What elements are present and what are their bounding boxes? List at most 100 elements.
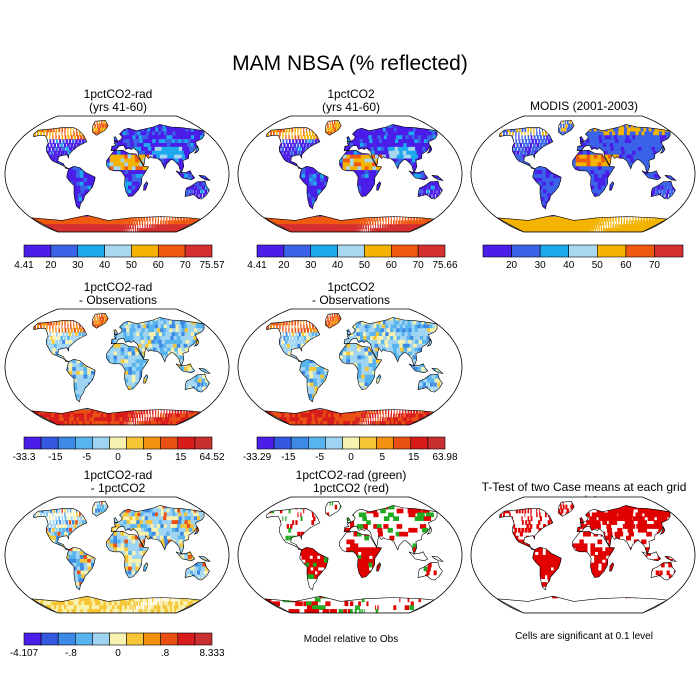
colorbar-tick-label: 30: [305, 260, 317, 271]
coastlines: [263, 120, 444, 232]
world-map: [4, 115, 230, 233]
colorbar-swatch: [482, 244, 512, 258]
colorbar-tick-label: 40: [563, 260, 575, 271]
colorbar-swatch: [364, 244, 392, 258]
colorbar-swatch: [391, 244, 419, 258]
coastlines: [30, 120, 211, 232]
world-map: [4, 308, 230, 426]
colorbar-swatch: [109, 632, 127, 646]
panel-title-line: 1pctCO2: [327, 87, 375, 101]
map-border: [237, 308, 463, 426]
colorbar-swatch: [194, 436, 213, 450]
world-map: [237, 308, 463, 426]
colorbar: [256, 244, 446, 258]
colorbar-tick-label: 0: [348, 452, 354, 463]
map-border: [4, 115, 230, 233]
panel-title: 1pctCO2 (yrs 41-60): [236, 88, 466, 114]
panel-title: 1pctCO2-rad (yrs 41-60): [3, 88, 233, 114]
panel-title-line: - Observations: [311, 293, 391, 307]
colorbar-tick-label: 0: [115, 648, 121, 659]
colorbar-swatch: [184, 244, 213, 258]
map-border: [470, 115, 696, 233]
colorbar-swatch: [256, 244, 285, 258]
colorbar-swatch: [337, 244, 365, 258]
colorbar-swatch: [307, 436, 326, 450]
colorbar-swatch: [40, 632, 59, 646]
panel-title-line: 1pctCO2-rad: [83, 468, 153, 482]
world-map: [470, 496, 696, 614]
colorbar: [23, 436, 213, 450]
colorbar-swatch: [568, 244, 598, 258]
coastlines: [496, 120, 677, 232]
colorbar-swatch: [158, 244, 186, 258]
colorbar-swatch: [597, 244, 627, 258]
colorbar: [256, 436, 446, 450]
colorbar-tick-label: 60: [620, 260, 632, 271]
colorbar-swatch: [74, 436, 93, 450]
colorbar-swatch: [310, 244, 338, 258]
panel-note: Model relative to Obs: [303, 634, 399, 645]
colorbar-tick-label: -4.107: [9, 648, 39, 659]
map-border: [237, 496, 463, 614]
colorbar-tick-label: 70: [648, 260, 660, 271]
colorbar-tick-label: 50: [591, 260, 603, 271]
coastlines: [30, 501, 211, 613]
colorbar-swatch: [539, 244, 569, 258]
colorbar-swatch: [654, 244, 684, 258]
colorbar-tick-label: -33.3: [12, 452, 36, 463]
colorbar-tick-label: 5: [379, 452, 386, 463]
colorbar-swatch: [511, 244, 541, 258]
colorbar-tick-label: 75.57: [199, 260, 225, 271]
panel-title: 1pctCO2-rad - Observations: [3, 281, 233, 307]
colorbar-tick-label: 60: [385, 260, 397, 271]
colorbar-swatch: [393, 436, 412, 450]
panel-title-line: 1pctCO2: [327, 280, 375, 294]
panel-title-line: 1pctCO2-rad: [83, 87, 153, 101]
colorbar-tick-label: 15: [175, 452, 187, 463]
colorbar-swatch: [57, 436, 76, 450]
map-border: [470, 496, 696, 614]
panel-title-line: (yrs 41-60): [88, 100, 147, 114]
coastlines: [263, 313, 444, 425]
colorbar-tick-label: 50: [358, 260, 370, 271]
colorbar-swatch: [273, 436, 292, 450]
panel-title: MODIS (2001-2003): [469, 100, 699, 113]
colorbar-swatch: [342, 436, 360, 450]
colorbar-tick-label: 4.41: [14, 260, 34, 271]
colorbar-swatch: [290, 436, 309, 450]
coastlines: [30, 313, 211, 425]
colorbar-swatch: [40, 436, 59, 450]
colorbar-swatch: [131, 244, 159, 258]
colorbar-tick-label: .8: [160, 648, 170, 659]
colorbar-swatch: [23, 244, 52, 258]
colorbar-swatch: [143, 632, 161, 646]
colorbar-swatch: [126, 632, 144, 646]
colorbar-swatch: [92, 436, 110, 450]
panel-title: 1pctCO2-rad - 1pctCO2: [3, 469, 233, 495]
colorbar-swatch: [57, 632, 76, 646]
colorbar-swatch: [126, 436, 144, 450]
colorbar-swatch: [256, 436, 275, 450]
panel-title-line: 1pctCO2 (red): [312, 481, 390, 495]
colorbar-tick-label: 20: [45, 260, 57, 271]
colorbar-swatch: [143, 436, 161, 450]
panel-title-line: - 1pctCO2: [90, 481, 146, 495]
panel-title-line: - Observations: [78, 293, 158, 307]
colorbar-swatch: [359, 436, 377, 450]
colorbar-tick-label: 0: [115, 452, 121, 463]
colorbar-swatch: [427, 436, 446, 450]
colorbar-swatch: [325, 436, 343, 450]
colorbar-tick-label: 5: [146, 452, 153, 463]
colorbar-tick-label: 75.66: [432, 260, 458, 271]
colorbar-swatch: [177, 436, 196, 450]
map-ocean: [238, 497, 462, 613]
colorbar-tick-label: -15: [281, 452, 296, 463]
colorbar-swatch: [160, 436, 179, 450]
colorbar-swatch: [23, 436, 42, 450]
colorbar-swatch: [74, 632, 93, 646]
map-border: [4, 308, 230, 426]
colorbar-tick-label: 20: [278, 260, 290, 271]
colorbar-tick-label: 30: [534, 260, 546, 271]
colorbar-swatch: [23, 632, 42, 646]
colorbar-tick-label: 60: [152, 260, 164, 271]
